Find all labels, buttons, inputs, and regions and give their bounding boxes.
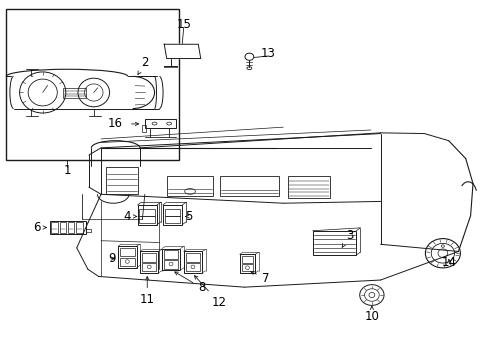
Bar <box>50 221 86 234</box>
Text: 14: 14 <box>441 256 456 269</box>
Text: 5: 5 <box>184 210 192 223</box>
Bar <box>163 260 178 269</box>
Text: 3: 3 <box>342 229 353 247</box>
Bar <box>164 209 180 216</box>
Text: 10: 10 <box>364 306 379 323</box>
Bar <box>163 250 178 259</box>
Bar <box>60 222 66 233</box>
Text: 13: 13 <box>260 47 275 60</box>
Text: 12: 12 <box>194 276 226 309</box>
Bar <box>142 125 146 132</box>
Bar <box>118 246 136 267</box>
Text: 8: 8 <box>174 272 205 294</box>
Bar <box>120 257 134 266</box>
Bar <box>6 9 179 160</box>
Text: 1: 1 <box>63 164 71 177</box>
Bar <box>137 205 157 225</box>
Text: 4: 4 <box>123 210 136 223</box>
Bar <box>241 256 253 263</box>
Text: 7: 7 <box>250 271 268 285</box>
Bar <box>185 253 200 262</box>
Bar <box>163 205 182 225</box>
Bar <box>68 222 74 233</box>
Bar <box>51 222 58 233</box>
Bar <box>164 216 180 222</box>
Bar <box>142 263 156 271</box>
Bar <box>183 251 202 273</box>
Text: 2: 2 <box>138 55 148 75</box>
Text: 11: 11 <box>140 276 154 306</box>
Text: 16: 16 <box>108 117 123 130</box>
Bar <box>140 251 158 273</box>
Bar <box>185 263 200 271</box>
Polygon shape <box>164 44 201 59</box>
Bar <box>239 254 255 273</box>
Bar <box>76 222 82 233</box>
Bar <box>86 229 91 232</box>
Text: 6: 6 <box>33 221 46 234</box>
Text: 15: 15 <box>176 18 191 31</box>
Bar <box>120 248 134 256</box>
Text: 9: 9 <box>108 252 116 265</box>
Bar <box>241 264 253 271</box>
Bar <box>166 176 212 196</box>
Bar <box>287 176 329 198</box>
Bar <box>106 167 137 194</box>
Bar <box>139 216 155 222</box>
Bar <box>139 209 155 216</box>
Bar <box>220 176 278 196</box>
Bar <box>312 231 356 255</box>
Bar <box>162 249 180 270</box>
Bar <box>142 253 156 262</box>
Bar <box>63 88 86 98</box>
Bar <box>144 119 176 128</box>
